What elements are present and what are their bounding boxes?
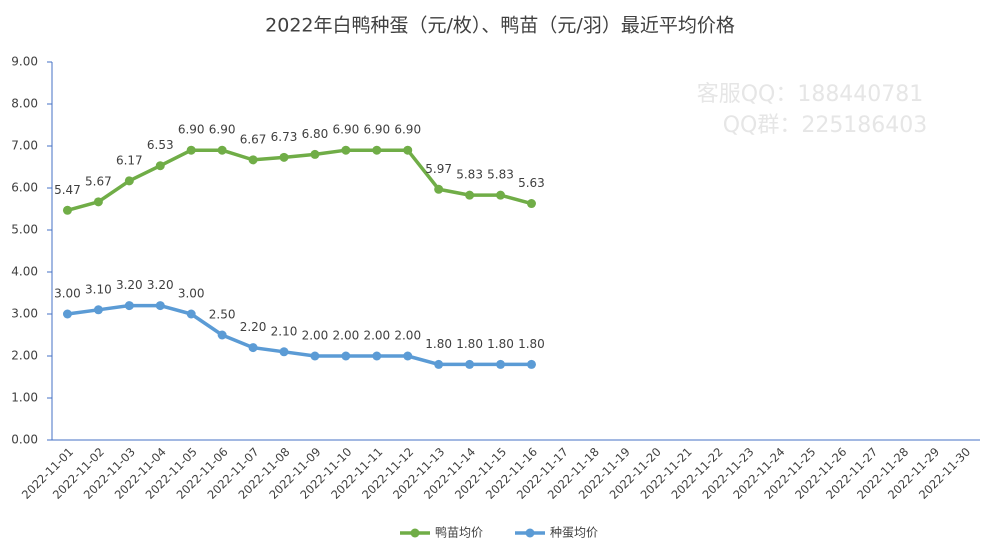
data-label: 1.80 (487, 337, 514, 351)
point (186, 145, 196, 155)
y-tick-label: 9.00 (11, 55, 38, 69)
data-label: 6.53 (147, 138, 174, 152)
data-label: 6.80 (302, 127, 329, 141)
point (465, 190, 475, 200)
y-tick-label: 0.00 (11, 433, 38, 447)
point (62, 205, 72, 215)
point (279, 152, 289, 162)
point (279, 347, 289, 357)
point (403, 145, 413, 155)
point (155, 301, 165, 311)
watermark: QQ群：225186403 (723, 113, 928, 138)
data-label: 2.10 (271, 324, 298, 338)
point (372, 145, 382, 155)
data-label: 3.10 (85, 282, 112, 296)
legend-label: 种蛋均价 (550, 526, 598, 540)
y-tick-label: 7.00 (11, 139, 38, 153)
data-label: 2.00 (333, 329, 360, 343)
point (93, 197, 103, 207)
y-tick-label: 4.00 (11, 265, 38, 279)
y-tick-label: 2.00 (11, 349, 38, 363)
series-line (67, 148, 532, 212)
y-tick-label: 1.00 (11, 391, 38, 405)
data-label: 5.63 (518, 176, 545, 190)
y-tick-label: 6.00 (11, 181, 38, 195)
point (310, 351, 320, 361)
legend-marker (410, 528, 420, 538)
data-label: 5.47 (54, 183, 81, 197)
point (341, 145, 351, 155)
point (62, 309, 72, 319)
point (434, 184, 444, 194)
data-label: 3.20 (116, 278, 143, 292)
data-label: 6.73 (271, 130, 298, 144)
y-tick-label: 5.00 (11, 223, 38, 237)
data-label: 6.90 (394, 123, 421, 137)
y-tick-label: 3.00 (11, 307, 38, 321)
data-label: 2.00 (394, 329, 421, 343)
data-label: 2.00 (363, 329, 390, 343)
point (217, 330, 227, 340)
data-label: 2.00 (302, 329, 329, 343)
data-label: 1.80 (425, 337, 452, 351)
point (186, 309, 196, 319)
data-label: 6.90 (178, 123, 205, 137)
data-label: 1.80 (518, 337, 545, 351)
data-label: 6.90 (333, 123, 360, 137)
point (496, 190, 506, 200)
data-label: 5.83 (456, 168, 483, 182)
point (341, 351, 351, 361)
point (310, 149, 320, 159)
data-label: 5.67 (85, 174, 112, 188)
data-label: 3.00 (178, 287, 205, 301)
data-label: 1.80 (456, 337, 483, 351)
data-label: 5.97 (425, 162, 452, 176)
point (217, 145, 227, 155)
point (526, 199, 536, 209)
data-label: 6.90 (363, 123, 390, 137)
data-label: 3.20 (147, 278, 174, 292)
point (465, 359, 475, 369)
point (248, 343, 258, 353)
point (434, 359, 444, 369)
watermark: 客服QQ：188440781 (697, 82, 924, 107)
legend-marker (525, 528, 535, 538)
point (93, 305, 103, 315)
data-label: 5.83 (487, 168, 514, 182)
point (372, 351, 382, 361)
data-label: 2.50 (209, 308, 236, 322)
point (124, 176, 134, 186)
data-label: 6.90 (209, 123, 236, 137)
point (526, 359, 536, 369)
point (496, 359, 506, 369)
point (155, 161, 165, 171)
series-line (67, 303, 532, 367)
point (124, 301, 134, 311)
point (248, 155, 258, 165)
data-label: 2.20 (240, 320, 267, 334)
point (403, 351, 413, 361)
data-label: 6.17 (116, 153, 143, 167)
legend-label: 鸭苗均价 (435, 526, 483, 540)
data-label: 3.00 (54, 287, 81, 301)
chart-title: 2022年白鸭种蛋（元/枚）、鸭苗（元/羽）最近平均价格 (265, 15, 735, 37)
y-tick-label: 8.00 (11, 97, 38, 111)
data-label: 6.67 (240, 132, 267, 146)
